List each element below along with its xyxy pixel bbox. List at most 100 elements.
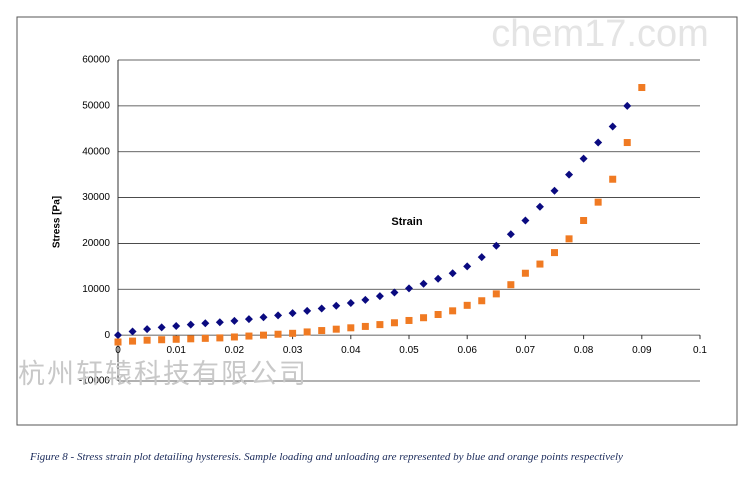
- point: [230, 333, 238, 341]
- point: [201, 334, 209, 342]
- y-axis-label: Stress [Pa]: [52, 196, 63, 248]
- x-tick-label: 0.09: [632, 345, 652, 356]
- point: [289, 329, 297, 337]
- y-tick-label: 60000: [82, 55, 110, 66]
- watermark: 杭州轩辕科技有限公司: [18, 359, 308, 390]
- y-tick-label: 40000: [82, 146, 110, 157]
- y-tick-label: -10000: [79, 376, 111, 387]
- chart-frame: [16, 16, 738, 426]
- point: [143, 336, 151, 344]
- x-tick-label: 0.08: [574, 345, 594, 356]
- point: [405, 316, 413, 324]
- point: [492, 290, 500, 298]
- point: [288, 309, 297, 318]
- point: [158, 336, 166, 344]
- x-tick-label: 0: [115, 345, 121, 356]
- point: [580, 217, 588, 224]
- y-tick-label: 20000: [82, 238, 110, 249]
- point: [274, 330, 282, 338]
- point: [259, 313, 268, 322]
- point: [550, 186, 559, 195]
- point: [594, 198, 602, 206]
- point: [216, 334, 224, 342]
- point: [463, 262, 472, 271]
- point: [128, 327, 137, 336]
- x-tick-label: 0.07: [516, 345, 536, 356]
- point: [551, 249, 558, 257]
- point: [361, 322, 369, 330]
- chart: chem17.com Strain Stress [Pa] -10000 0 100…: [16, 13, 738, 426]
- point: [477, 253, 486, 262]
- point: [186, 320, 195, 329]
- point: [608, 122, 617, 131]
- point: [565, 170, 574, 179]
- point: [420, 314, 428, 322]
- point: [434, 311, 442, 319]
- point: [114, 331, 122, 340]
- point: [215, 318, 224, 327]
- point: [507, 281, 515, 289]
- point: [390, 319, 398, 327]
- point: [143, 325, 152, 334]
- y-tick-label: 0: [104, 330, 110, 341]
- point: [623, 139, 631, 147]
- x-tick-label: 0.05: [399, 345, 419, 356]
- point: [594, 138, 603, 147]
- watermark: chem17.com: [491, 13, 709, 55]
- y-tick-label: 30000: [82, 192, 110, 203]
- point: [187, 335, 195, 343]
- point: [172, 335, 180, 343]
- point: [463, 301, 471, 309]
- x-tick-label: 0.01: [166, 345, 186, 356]
- point: [419, 279, 428, 288]
- point: [448, 269, 457, 278]
- point: [260, 331, 267, 339]
- point: [201, 319, 210, 328]
- point: [449, 307, 457, 315]
- point: [361, 295, 370, 304]
- point: [609, 175, 617, 183]
- point: [434, 274, 443, 283]
- x-tick-label: 0.04: [341, 345, 361, 356]
- point: [506, 230, 515, 239]
- y-tick-label: 50000: [82, 100, 110, 111]
- x-axis-label: Strain: [391, 216, 422, 228]
- point: [405, 284, 413, 293]
- point: [245, 332, 253, 340]
- point: [521, 216, 530, 225]
- point: [346, 299, 355, 308]
- point: [332, 301, 341, 310]
- point: [623, 101, 632, 110]
- point: [332, 325, 340, 333]
- point: [318, 327, 326, 335]
- point: [317, 304, 326, 313]
- y-tick-label: 10000: [82, 284, 110, 295]
- point: [565, 235, 573, 243]
- point: [478, 297, 486, 305]
- x-tick-label: 0.02: [225, 345, 245, 356]
- point: [638, 84, 646, 92]
- point: [347, 324, 355, 332]
- point: [579, 154, 588, 163]
- point: [521, 269, 529, 277]
- point: [129, 337, 137, 345]
- x-tick-label: 0.06: [457, 345, 477, 356]
- point: [492, 241, 501, 250]
- caption: Figure 8 - Stress strain plot detailing …: [30, 451, 623, 463]
- point: [157, 323, 166, 332]
- point: [390, 288, 399, 297]
- x-tick-label: 0.1: [693, 345, 707, 356]
- point: [114, 338, 122, 346]
- x-tick-label: 0.03: [283, 345, 303, 356]
- point: [244, 315, 253, 324]
- point: [375, 292, 384, 301]
- point: [376, 321, 384, 329]
- point: [303, 306, 312, 315]
- point: [172, 321, 181, 330]
- point: [303, 328, 311, 336]
- point: [230, 316, 239, 325]
- point: [274, 311, 283, 320]
- point: [536, 260, 544, 268]
- point: [535, 202, 544, 211]
